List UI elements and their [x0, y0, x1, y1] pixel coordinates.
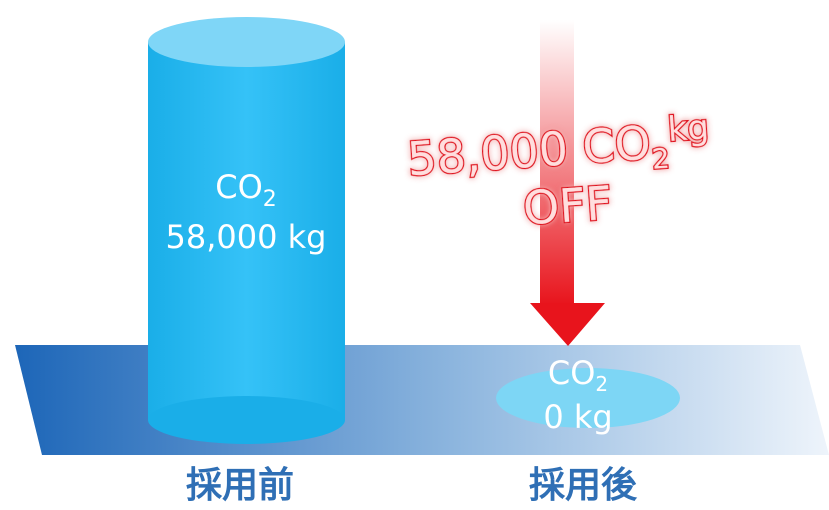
co2-text: CO	[548, 354, 596, 392]
arrow-shaft	[540, 20, 574, 305]
disc	[496, 368, 680, 428]
reduction-arrow	[530, 20, 605, 346]
before-label: 採用前	[186, 465, 294, 506]
reduction-text: 58,000 CO	[406, 116, 653, 187]
co2-subscript: 2	[595, 372, 608, 396]
reduction-unit: kg	[666, 108, 710, 151]
co2-subscript: 2	[263, 187, 277, 212]
arrow-head	[530, 303, 605, 346]
cylinder-top	[148, 17, 345, 67]
co2-label: CO2	[215, 168, 277, 212]
after-label: 採用後	[529, 465, 638, 506]
floor	[15, 345, 829, 455]
co2-text: CO	[215, 168, 263, 206]
after-disc: CO2 0 kg	[496, 354, 680, 436]
reduction-subscript: 2	[651, 141, 671, 175]
amount: 0 kg	[543, 398, 612, 436]
reduction-off: OFF	[521, 176, 614, 236]
cylinder-body	[148, 42, 345, 420]
amount: 58,000 kg	[166, 218, 327, 256]
reduction-label: 58,000 CO2kg OFF	[404, 106, 711, 237]
before-cylinder: CO2 58,000 kg	[148, 17, 345, 444]
co2-label: CO2	[548, 354, 608, 396]
cylinder-bottom	[148, 396, 345, 444]
